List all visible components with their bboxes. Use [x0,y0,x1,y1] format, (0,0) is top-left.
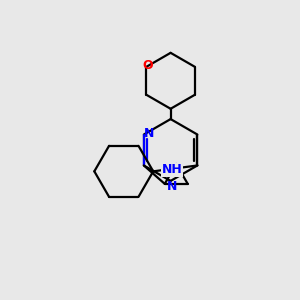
Text: N: N [167,180,177,193]
Text: N: N [144,127,154,140]
Text: O: O [142,59,153,72]
Text: NH: NH [162,164,183,176]
